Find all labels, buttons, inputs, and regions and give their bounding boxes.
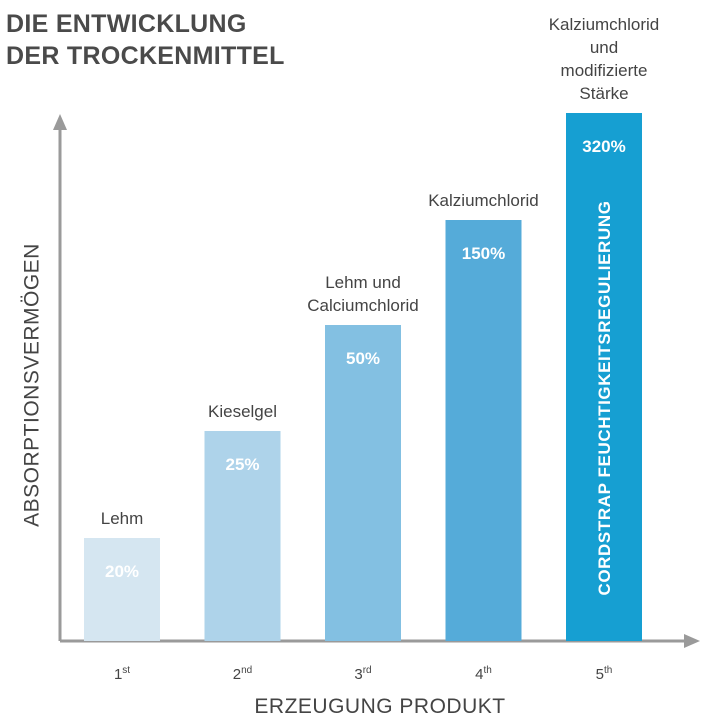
bar-group: 320% Kalziumchlorid und modifizierte Stärke C…: [549, 15, 660, 641]
bar-category-label: Kalziumchlorid: [428, 191, 539, 210]
bar: [566, 113, 642, 641]
x-ticks-group: 1st 2nd 3rd 4th 5th: [114, 665, 612, 683]
bar: [84, 538, 160, 641]
bar-value-label: 50%: [346, 349, 380, 368]
x-tick-label: 4th: [475, 665, 492, 683]
bar-category-label: und: [590, 38, 618, 57]
x-tick-label: 2nd: [233, 665, 252, 683]
y-axis-arrow-icon: [53, 114, 67, 130]
bar-group: 20% Lehm: [84, 509, 160, 641]
bar-category-label: Stärke: [579, 84, 628, 103]
bar-group: 50% Lehm und Calciumchlorid: [307, 273, 419, 641]
bar-group: 150% Kalziumchlorid: [428, 191, 539, 641]
x-tick-label: 1st: [114, 665, 130, 683]
chart-title-line-2: DER TROCKENMITTEL: [6, 42, 285, 70]
bar-category-label: modifizierte: [561, 61, 648, 80]
x-tick-label: 3rd: [354, 665, 371, 683]
bar: [325, 325, 401, 641]
bar-category-label: Kieselgel: [208, 402, 277, 421]
x-axis-title: ERZEUGUNG PRODUKT: [254, 695, 505, 718]
y-axis-title: ABSORPTIONSVERMÖGEN: [21, 243, 44, 527]
bar: [445, 220, 522, 641]
bar-value-label: 25%: [225, 455, 259, 474]
bar-category-label: Kalziumchlorid: [549, 15, 660, 34]
bar-value-label: 320%: [582, 137, 625, 156]
bar-group: 25% Kieselgel: [204, 402, 281, 641]
bar-value-label: 150%: [462, 244, 505, 263]
bar-value-label: 20%: [105, 562, 139, 581]
bars-group: 20% Lehm 25% Kieselgel 50% Lehm und Calciumchl…: [84, 15, 659, 641]
bar-category-label: Lehm und: [325, 273, 401, 292]
bar: [204, 431, 281, 641]
x-tick-label: 5th: [596, 665, 613, 683]
x-axis-arrow-icon: [684, 634, 700, 648]
bar-inner-label: CORDSTRAP FEUCHTIGKEITSREGULIERUNG: [595, 200, 614, 595]
bar-category-label: Lehm: [101, 509, 144, 528]
bar-category-label: Calciumchlorid: [307, 296, 418, 315]
chart-title-line-1: DIE ENTWICKLUNG: [6, 10, 247, 38]
chart-title: DIE ENTWICKLUNG DER TROCKENMITTEL: [6, 8, 285, 72]
